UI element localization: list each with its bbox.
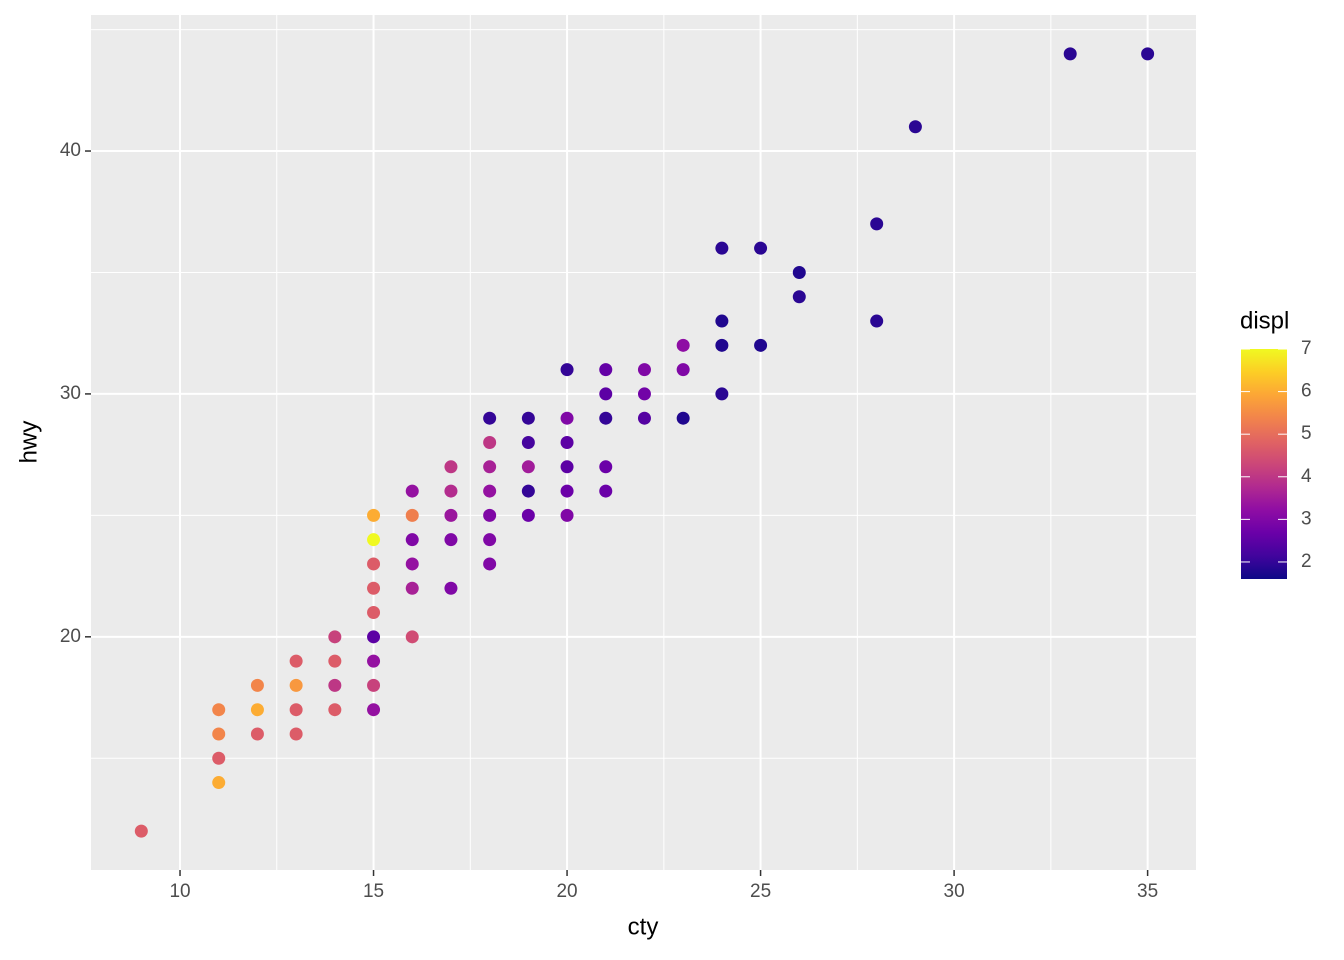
point (560, 436, 574, 449)
point (367, 654, 381, 668)
point (792, 290, 806, 304)
point (444, 460, 458, 474)
point (134, 824, 148, 838)
x-tick-label: 25 (750, 881, 771, 902)
point (328, 630, 342, 644)
point (560, 460, 574, 474)
colorbar (1241, 349, 1287, 579)
point (560, 363, 574, 377)
point (870, 217, 884, 231)
colorbar-tick-label: 4 (1301, 466, 1312, 487)
point (444, 508, 458, 522)
y-axis-title: hwy (15, 421, 42, 464)
colorbar-tick-label: 5 (1301, 423, 1312, 444)
point (521, 411, 535, 425)
colorbar-tick-label: 7 (1301, 338, 1312, 359)
point (521, 484, 535, 498)
point (754, 241, 768, 255)
point (715, 338, 729, 352)
x-tick-label: 35 (1137, 881, 1158, 902)
point (405, 557, 419, 571)
point (676, 363, 690, 377)
point (405, 630, 419, 644)
point (444, 484, 458, 498)
point (521, 508, 535, 522)
x-tick-label: 15 (363, 881, 384, 902)
point (521, 436, 535, 449)
point (405, 484, 419, 498)
point (483, 557, 497, 571)
point (599, 460, 613, 474)
point (792, 265, 806, 279)
point (444, 533, 458, 547)
point (637, 363, 651, 377)
point (405, 508, 419, 522)
point (560, 484, 574, 498)
point (599, 484, 613, 498)
point (483, 460, 497, 474)
x-axis-title: cty (628, 913, 659, 940)
point (250, 678, 264, 692)
y-tick-label: 20 (60, 626, 81, 647)
point (250, 703, 264, 717)
point (367, 678, 381, 692)
point (676, 338, 690, 352)
point (599, 387, 613, 401)
point (637, 387, 651, 401)
point (1063, 47, 1077, 61)
point (328, 703, 342, 717)
point (367, 630, 381, 644)
point (676, 411, 690, 425)
point (483, 411, 497, 425)
point (250, 727, 264, 741)
point (367, 533, 381, 547)
point (599, 411, 613, 425)
point (599, 363, 613, 377)
point (289, 654, 303, 668)
point (405, 533, 419, 547)
point (367, 703, 381, 717)
point (367, 581, 381, 595)
point (328, 654, 342, 668)
colorbar-tick-label: 6 (1301, 381, 1312, 402)
point (870, 314, 884, 328)
point (483, 508, 497, 522)
point (367, 606, 381, 620)
point (560, 411, 574, 425)
point (715, 387, 729, 401)
colorbar-tick-label: 3 (1301, 508, 1312, 529)
point (367, 557, 381, 571)
point (405, 581, 419, 595)
legend-title: displ (1240, 307, 1289, 334)
x-tick-label: 10 (169, 881, 190, 902)
point (444, 581, 458, 595)
point (754, 338, 768, 352)
point (289, 703, 303, 717)
point (212, 776, 226, 790)
y-tick-label: 30 (60, 383, 81, 404)
point (715, 314, 729, 328)
point (367, 508, 381, 522)
y-tick-label: 40 (60, 140, 81, 161)
point (483, 436, 497, 449)
point (289, 727, 303, 741)
point (289, 678, 303, 692)
point (1141, 47, 1155, 61)
point (212, 727, 226, 741)
point (483, 484, 497, 498)
point (521, 460, 535, 474)
point (212, 703, 226, 717)
x-tick-label: 30 (944, 881, 965, 902)
point (212, 751, 226, 765)
point (637, 411, 651, 425)
point (560, 508, 574, 522)
point (908, 120, 922, 134)
point (483, 533, 497, 547)
panel (91, 15, 1196, 870)
point (328, 678, 342, 692)
x-tick-label: 20 (556, 881, 577, 902)
point (715, 241, 729, 255)
colorbar-tick-label: 2 (1301, 551, 1312, 572)
